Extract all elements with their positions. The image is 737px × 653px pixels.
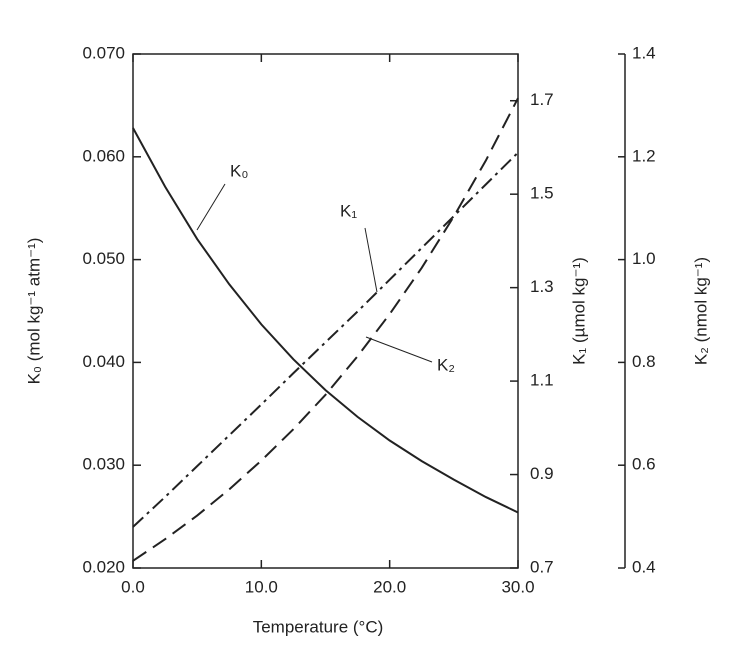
series-line [132, 97, 519, 562]
y3-tick-label: 0.4 [632, 557, 656, 576]
x-axis-title: Temperature (°C) [253, 617, 384, 636]
y-axis-title: K₀ (mol kg⁻¹ atm⁻¹) [24, 238, 43, 385]
y2-tick-label: 1.5 [530, 184, 554, 203]
y3-tick-label: 0.6 [632, 455, 656, 474]
series-label: K₁ [340, 201, 357, 220]
y3-tick-label: 1.0 [632, 249, 656, 268]
leader-line [196, 183, 226, 231]
x-tick-label: 30.0 [501, 577, 534, 596]
series-line [132, 151, 519, 528]
y2-tick-label: 1.1 [530, 371, 554, 390]
x-tick-label: 0.0 [121, 577, 145, 596]
leader-line [365, 336, 433, 363]
series-line [132, 127, 519, 514]
y3-tick-label: 1.2 [632, 146, 656, 165]
y3-axis-title: K₂ (nmol kg⁻¹) [691, 257, 710, 365]
series-label: K₂ [437, 355, 455, 374]
y-tick-label: 0.040 [82, 352, 125, 371]
y2-tick-label: 1.7 [530, 90, 554, 109]
y2-axis-title: K₁ (µmol kg⁻¹) [569, 257, 588, 365]
series-label: K₀ [230, 161, 248, 180]
y-tick-label: 0.020 [82, 557, 125, 576]
x-tick-label: 10.0 [245, 577, 278, 596]
y2-tick-label: 1.3 [530, 277, 554, 296]
plot-frame [132, 53, 519, 569]
y2-tick-label: 0.9 [530, 464, 554, 483]
leader-line [364, 227, 378, 293]
y2-tick-label: 0.7 [530, 557, 554, 576]
y3-tick-label: 0.8 [632, 352, 656, 371]
y-tick-label: 0.070 [82, 43, 125, 62]
y-tick-label: 0.050 [82, 249, 125, 268]
y-tick-label: 0.030 [82, 455, 125, 474]
y-tick-label: 0.060 [82, 146, 125, 165]
x-tick-label: 20.0 [373, 577, 406, 596]
y3-tick-label: 1.4 [632, 43, 656, 62]
